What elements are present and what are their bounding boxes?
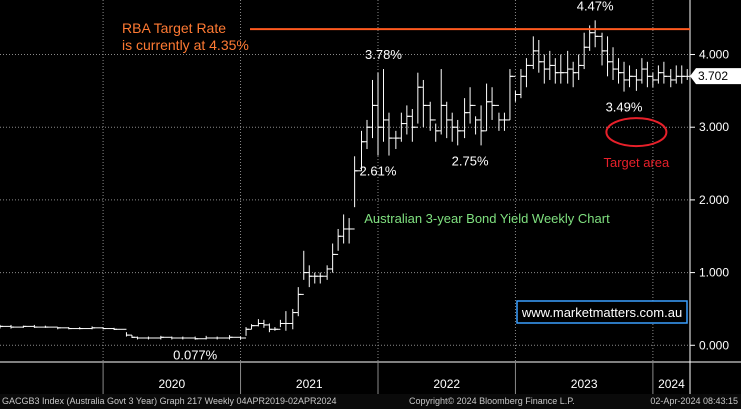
ohlc-bar — [361, 119, 370, 150]
ohlc-bar — [475, 105, 485, 146]
ohlc-bar — [567, 61, 577, 88]
ohlc-bar — [263, 323, 273, 333]
target-area-ellipse — [605, 117, 668, 148]
ohlc-bar — [258, 319, 267, 328]
ohlc-bar — [515, 69, 524, 99]
annotation-label: 3.78% — [365, 47, 402, 62]
annotations: 4.47% 3.78% 2.61% 2.75% 3.49% 0.077% Target ar… — [173, 0, 688, 363]
ohlc-bar — [423, 101, 434, 131]
ohlc-bar — [578, 32, 588, 70]
ohlc-bar — [314, 272, 324, 284]
ohlc-bar — [486, 87, 496, 120]
ohlc-bar — [435, 69, 445, 135]
y-tick-label: 1.000 — [699, 266, 729, 280]
ohlc-bar — [492, 104, 502, 131]
grid-lines — [0, 0, 690, 362]
ohlc-bar — [560, 50, 571, 84]
ohlc-bar — [452, 119, 461, 146]
ohlc-bar — [332, 228, 342, 255]
ohlc-bar — [602, 36, 611, 77]
ohlc-bar — [343, 218, 353, 244]
x-tick-label: 2023 — [571, 377, 598, 391]
ohlc-bar — [533, 39, 542, 73]
rba-label-line2: is currently at 4.35% — [122, 37, 249, 53]
ohlc-bar — [595, 32, 606, 66]
x-tick-label: 2024 — [658, 377, 685, 391]
ohlc-bar — [327, 243, 336, 273]
watermark-box — [516, 300, 688, 324]
ohlc-bar — [417, 79, 427, 128]
ohlc-bar — [457, 98, 468, 139]
ohlc-bar — [251, 319, 262, 327]
footer-bar: GACGB3 Index (Australia Govt 3 Year) Gra… — [0, 394, 741, 409]
ohlc-bar — [349, 156, 358, 230]
watermark-text: www.marketmatters.com.au — [521, 305, 682, 320]
ohlc-bar — [589, 20, 599, 48]
ohlc-bar — [676, 65, 685, 84]
ohlc-bar — [573, 54, 582, 80]
ohlc-bar — [481, 83, 490, 132]
x-tick-label: 2021 — [296, 377, 323, 391]
ohlc-bar — [309, 272, 318, 284]
ohlc-bar — [509, 75, 519, 102]
ohlc-bar — [641, 61, 651, 88]
y-tick-label: 4.000 — [699, 48, 729, 62]
ohlc-bar — [670, 65, 680, 84]
ohlc-bar — [240, 327, 250, 339]
ohlc-bar — [652, 65, 662, 84]
ohlc-bar — [246, 324, 255, 330]
ohlc-bar — [618, 61, 628, 92]
footer-security-info: GACGB3 Index (Australia Govt 3 Year) Gra… — [2, 396, 337, 406]
ohlc-bar — [613, 58, 622, 84]
last-price-badge — [690, 68, 741, 85]
ohlc-bar — [366, 79, 376, 139]
ohlc-bar — [520, 58, 530, 88]
ohlc-bar — [395, 112, 405, 142]
y-tick-label: 0.000 — [699, 338, 729, 352]
annotation-label: 0.077% — [173, 348, 218, 363]
ohlc-bar — [663, 69, 674, 88]
ohlc-bar — [636, 58, 645, 84]
ohlc-bar — [388, 130, 399, 150]
rba-label-line1: RBA Target Rate — [122, 20, 226, 36]
annotation-label: 2.75% — [452, 153, 489, 168]
ohlc-bar — [555, 54, 564, 84]
footer-copyright: Copyright© 2024 Bloomberg Finance L.P. — [409, 396, 575, 406]
ohlc-bar — [401, 105, 410, 135]
ohlc-bar — [498, 112, 508, 131]
ohlc-bar — [377, 69, 387, 142]
target-area-label: Target area — [604, 155, 671, 170]
ohlc-bar — [285, 308, 296, 330]
annotation-label: 3.49% — [606, 100, 643, 115]
annotation-label: 4.47% — [577, 0, 614, 13]
ohlc-bar — [607, 47, 617, 80]
ohlc-bar — [412, 72, 421, 128]
y-axis: 0.000 1.000 2.000 3.000 4.000 3.702 — [689, 0, 741, 394]
x-tick-label: 2020 — [158, 377, 185, 391]
ohlc-series — [0, 20, 691, 340]
ohlc-bar — [383, 112, 392, 156]
chart-title: Australian 3-year Bond Yield Weekly Char… — [364, 211, 610, 226]
ohlc-bar — [274, 319, 284, 330]
ohlc-bar — [406, 109, 416, 142]
x-tick-label: 2022 — [433, 377, 460, 391]
ohlc-bar — [372, 72, 381, 156]
ohlc-bar — [549, 58, 559, 84]
y-tick-label: 2.000 — [699, 193, 729, 207]
ohlc-bar — [681, 69, 691, 80]
ohlc-bar — [526, 36, 537, 70]
last-price-label: 3.702 — [698, 69, 728, 83]
annotation-label: 2.61% — [360, 164, 397, 179]
ohlc-bar — [658, 61, 667, 84]
ohlc-bar — [292, 287, 302, 317]
ohlc-bar — [280, 311, 289, 331]
y-tick-label: 3.000 — [699, 120, 729, 134]
x-axis: 2020 2021 2022 2023 2024 — [0, 361, 741, 394]
footer-timestamp: 02-Apr-2024 08:43:15 — [650, 396, 738, 406]
